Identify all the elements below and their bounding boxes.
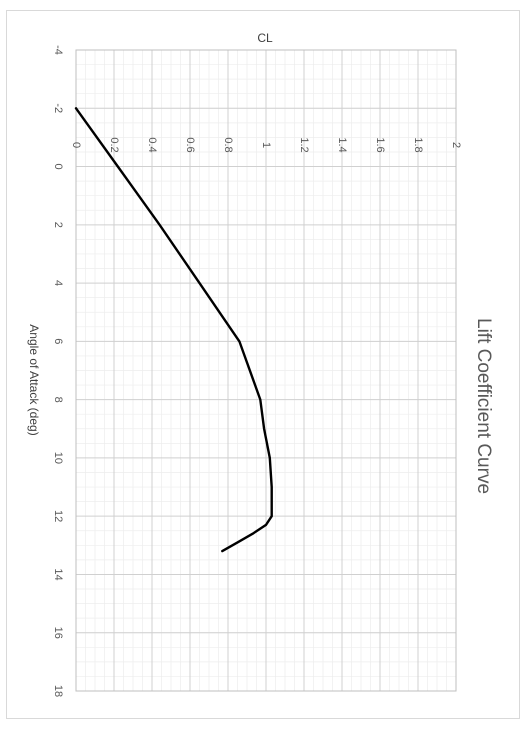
x-tick-label: 4 — [52, 280, 64, 286]
y-tick-label: 1.8 — [412, 137, 424, 152]
x-tick-label: 16 — [52, 627, 64, 639]
x-tick-label: 0 — [52, 163, 64, 169]
y-tick-label: 0 — [70, 142, 82, 148]
y-tick-label: 1.4 — [336, 137, 348, 152]
x-tick-label: -2 — [52, 103, 64, 113]
x-tick-label: 2 — [52, 222, 64, 228]
plot-area-border — [75, 49, 457, 692]
y-tick-label: 1.2 — [298, 137, 310, 152]
y-tick-label: 1 — [260, 142, 272, 148]
y-tick-label: 0.8 — [222, 137, 234, 152]
y-tick-label: 0.6 — [184, 137, 196, 152]
x-tick-label: 14 — [52, 568, 64, 580]
y-tick-label: 0.4 — [146, 137, 158, 152]
x-tick-label: -4 — [52, 45, 64, 55]
x-tick-label: 6 — [52, 338, 64, 344]
y-tick-label: 1.6 — [374, 137, 386, 152]
y-tick-label: 2 — [450, 142, 462, 148]
series-line — [74, 107, 273, 553]
x-axis-title: Angle of Attack (deg) — [27, 324, 41, 435]
chart-title: Lift Coefficient Curve — [473, 318, 494, 494]
x-tick-label: 10 — [52, 452, 64, 464]
y-axis-title: CL — [257, 31, 273, 45]
series-layer — [74, 107, 273, 553]
y-tick-labels: 0 0.2 0.4 0.6 0.8 1 1.2 1.4 1.6 1.8 2 — [70, 137, 462, 152]
x-tick-labels: -4 -2 0 2 4 6 8 10 12 14 16 18 — [52, 45, 64, 697]
x-tick-label: 8 — [52, 397, 64, 403]
x-tick-label: 12 — [52, 510, 64, 522]
y-tick-label: 0.2 — [108, 137, 120, 152]
x-tick-label: 18 — [52, 685, 64, 697]
